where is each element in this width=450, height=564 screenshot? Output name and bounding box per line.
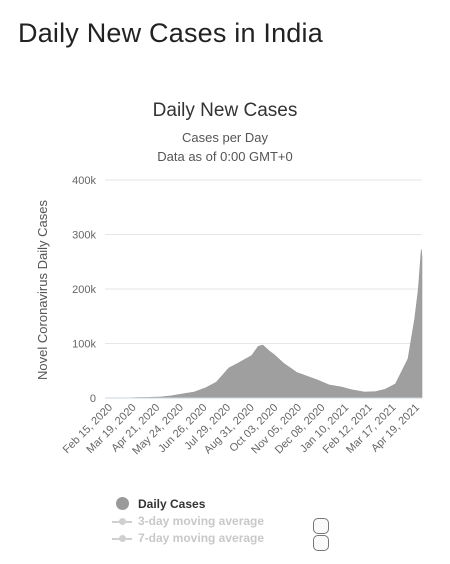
y-tick-label: 400k: [72, 175, 96, 187]
legend-line-icon: [112, 518, 132, 525]
y-tick-label: 200k: [72, 284, 96, 296]
legend-label: 7-day moving average: [138, 531, 265, 545]
legend-line-icon: [112, 535, 132, 542]
chart-title: Daily New Cases: [152, 100, 298, 121]
chart-subtitle-cases: Cases per Day: [182, 130, 268, 145]
toggle-3-day-average-checkbox[interactable]: [313, 518, 329, 534]
grid-layer: [105, 179, 422, 344]
y-tick-label: 0: [90, 393, 96, 405]
chart-subtitle-data-date: Data as of 0:00 GMT+0: [157, 149, 293, 164]
y-tick-label: 300k: [72, 230, 96, 242]
y-tick-labels: 0 100k 200k 300k 400k: [72, 175, 96, 405]
toggle-7-day-average-checkbox[interactable]: [313, 535, 329, 551]
legend-circle-icon: [116, 497, 129, 510]
series-area-daily-cases: [104, 249, 423, 399]
series-layer: [104, 249, 423, 399]
legend-label: 3-day moving average: [138, 514, 265, 528]
y-tick-label: 100k: [72, 339, 96, 351]
page-heading: Daily New Cases in India: [18, 18, 323, 48]
legend-label: Daily Cases: [138, 497, 206, 511]
y-axis-label: Novel Coronavirus Daily Cases: [35, 200, 50, 380]
